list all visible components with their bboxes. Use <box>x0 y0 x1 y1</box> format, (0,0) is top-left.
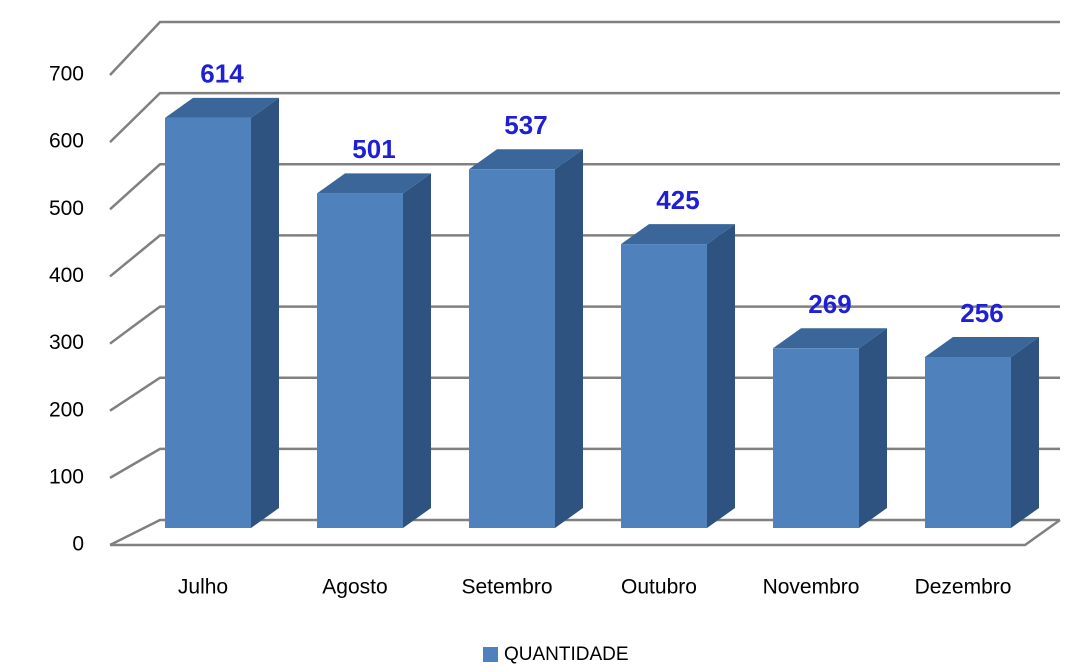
x-tick-label: Julho <box>178 576 228 599</box>
x-tick-label: Agosto <box>322 576 387 599</box>
bar-side <box>251 97 279 529</box>
y-tick-label: 300 <box>49 331 84 354</box>
value-label: 537 <box>504 110 547 140</box>
y-tick-label: 200 <box>49 398 84 421</box>
bar <box>317 193 403 528</box>
bar <box>773 348 859 528</box>
value-label: 269 <box>808 289 851 319</box>
grid-line <box>109 447 1060 479</box>
bar-top <box>925 336 1039 357</box>
bar-side <box>555 149 583 528</box>
bar-side <box>859 328 887 528</box>
x-tick-label: Dezembro <box>915 576 1012 599</box>
legend-label: QUANTIDADE <box>504 644 629 665</box>
bar-top <box>469 149 583 170</box>
y-tick-label: 600 <box>49 130 84 153</box>
grid-line <box>109 305 1060 345</box>
bar <box>621 244 707 528</box>
y-tick-label: 400 <box>49 264 84 287</box>
y-tick-label: 100 <box>49 465 84 488</box>
bar-top <box>317 173 431 194</box>
bar <box>165 117 251 529</box>
grid-line <box>109 518 1060 547</box>
bar <box>469 169 555 528</box>
y-tick-label: 0 <box>72 533 84 556</box>
bar-side <box>403 173 431 528</box>
grid-line <box>109 376 1060 412</box>
grid-line <box>109 234 1060 278</box>
bar-top <box>621 224 735 245</box>
bar-top <box>773 328 887 349</box>
value-label: 614 <box>200 59 244 89</box>
x-tick-label: Outubro <box>621 576 697 599</box>
grid-line <box>109 20 1060 76</box>
y-tick-label: 700 <box>49 63 84 86</box>
bar-side <box>1011 336 1039 528</box>
x-tick-label: Setembro <box>461 576 552 599</box>
y-tick-label: 500 <box>49 197 84 220</box>
grid-line <box>109 163 1060 211</box>
legend-swatch <box>483 647 498 662</box>
x-tick-label: Novembro <box>763 576 860 599</box>
value-label: 425 <box>656 185 699 215</box>
bar-side <box>707 224 735 528</box>
value-label: 501 <box>352 134 395 164</box>
floor-edge <box>110 518 1061 547</box>
bar <box>925 356 1011 528</box>
bar-top <box>165 97 279 118</box>
value-label: 256 <box>960 298 1003 328</box>
grid-line <box>109 91 1060 144</box>
